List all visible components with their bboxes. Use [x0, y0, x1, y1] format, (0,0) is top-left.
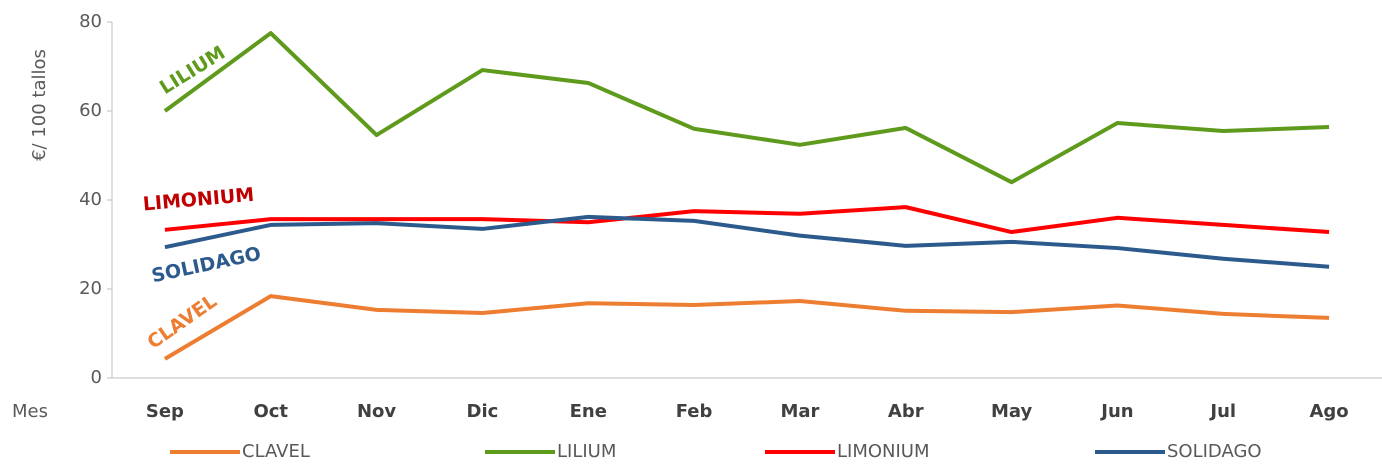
- x-tick-label: Dic: [467, 401, 499, 422]
- legend-label: CLAVEL: [242, 441, 310, 462]
- x-tick-label: Ago: [1309, 401, 1348, 422]
- y-tick-label: 0: [91, 367, 102, 388]
- x-tick-label: Jul: [1208, 401, 1236, 422]
- legend-label: SOLIDAGO: [1167, 441, 1262, 462]
- x-tick-label: Nov: [357, 401, 396, 422]
- x-tick-label: Sep: [146, 401, 184, 422]
- legend-label: LIMONIUM: [837, 441, 930, 462]
- y-tick-label: 20: [79, 278, 102, 299]
- x-tick-label: Ene: [570, 401, 607, 422]
- x-tick-label: May: [991, 401, 1033, 422]
- annotation: SOLIDAGO: [150, 243, 263, 288]
- y-tick-label: 80: [79, 11, 102, 32]
- y-axis-label: €/ 100 tallos: [29, 49, 50, 161]
- x-tick-label: Oct: [253, 401, 288, 422]
- annotation: CLAVEL: [143, 290, 221, 353]
- series-line: [164, 205, 1330, 235]
- annotation: LIMONIUM: [142, 184, 255, 216]
- x-tick-label: Jun: [1099, 401, 1133, 422]
- series-line: [164, 214, 1330, 269]
- x-axis-label: Mes: [12, 401, 48, 422]
- x-tick-label: Mar: [780, 401, 819, 422]
- legend-label: LILIUM: [557, 441, 616, 462]
- y-tick-label: 60: [79, 100, 102, 121]
- series-line: [163, 294, 1330, 361]
- y-tick-label: 40: [79, 189, 102, 210]
- x-tick-label: Feb: [676, 401, 713, 422]
- series-line: [163, 31, 1330, 185]
- x-tick-label: Abr: [888, 401, 924, 422]
